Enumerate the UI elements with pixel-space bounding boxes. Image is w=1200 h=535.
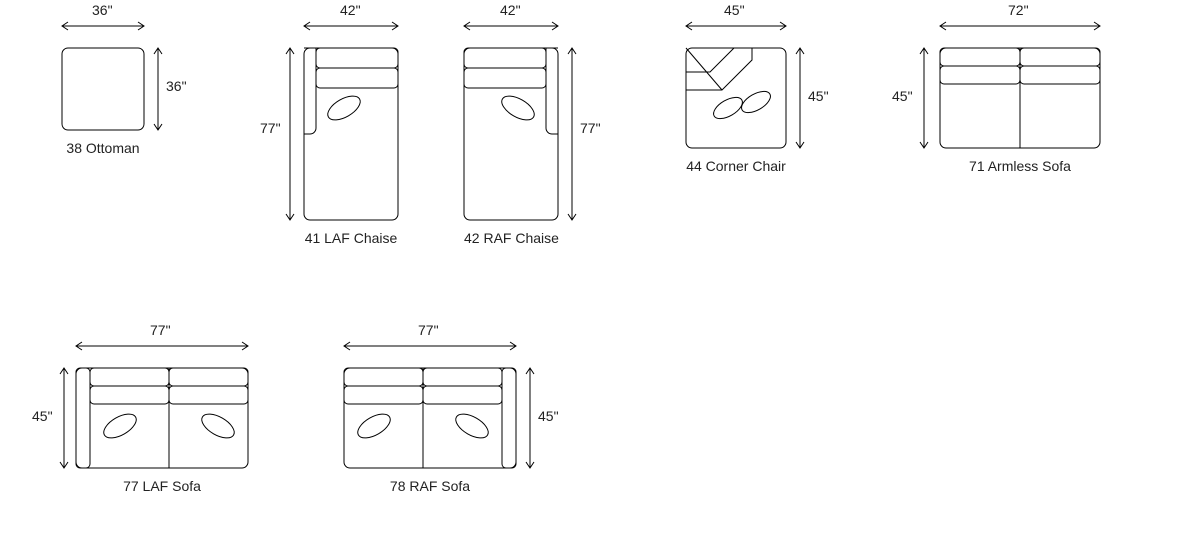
laf-sofa-name: 77 LAF Sofa	[76, 478, 248, 494]
raf-chaise-name: 42 RAF Chaise	[464, 230, 558, 246]
ottoman-name: 38 Ottoman	[62, 140, 144, 156]
raf-sofa-svg	[340, 340, 570, 490]
piece-armless: 72" 45" 71 Armless Sofa	[910, 20, 1120, 170]
laf-chaise-svg	[282, 20, 422, 235]
piece-laf-sofa: 77" 45" 77 LAF Sofa	[58, 340, 288, 490]
laf-sofa-svg	[58, 340, 288, 490]
raf-chaise-h-dim: 77"	[580, 120, 601, 136]
ottoman-w-dim: 36"	[92, 2, 113, 18]
raf-sofa-name: 78 RAF Sofa	[344, 478, 516, 494]
laf-chaise-h-dim: 77"	[260, 120, 281, 136]
armless-w-dim: 72"	[1008, 2, 1029, 18]
raf-sofa-w-dim: 77"	[418, 322, 439, 338]
laf-sofa-w-dim: 77"	[150, 322, 171, 338]
armless-svg	[910, 20, 1120, 170]
laf-chaise-name: 41 LAF Chaise	[304, 230, 398, 246]
piece-corner: 45" 45" 44 Corner Chair	[682, 20, 832, 170]
piece-laf-chaise: 42" 77" 41 LAF Chaise	[282, 20, 422, 235]
laf-sofa-h-dim: 45"	[32, 408, 53, 424]
raf-sofa-h-dim: 45"	[538, 408, 559, 424]
corner-name: 44 Corner Chair	[686, 158, 786, 174]
corner-w-dim: 45"	[724, 2, 745, 18]
armless-name: 71 Armless Sofa	[940, 158, 1100, 174]
ottoman-svg	[58, 20, 178, 155]
piece-raf-chaise: 42" 77" 42 RAF Chaise	[460, 20, 600, 235]
armless-h-dim: 45"	[892, 88, 913, 104]
raf-chaise-w-dim: 42"	[500, 2, 521, 18]
raf-chaise-svg	[460, 20, 600, 235]
laf-chaise-w-dim: 42"	[340, 2, 361, 18]
ottoman-h-dim: 36"	[166, 78, 187, 94]
corner-h-dim: 45"	[808, 88, 829, 104]
piece-raf-sofa: 77" 45" 78 RAF Sofa	[340, 340, 570, 490]
piece-ottoman: 36" 36" 38 Ottoman	[58, 20, 178, 155]
